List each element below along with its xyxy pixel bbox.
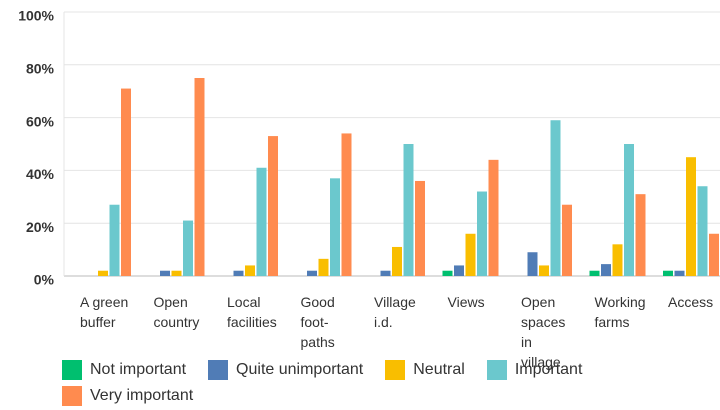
bar xyxy=(477,191,487,276)
x-tick-label: Views xyxy=(447,294,485,310)
bar xyxy=(709,233,719,276)
legend-swatch xyxy=(62,386,82,406)
legend-swatch xyxy=(486,360,507,380)
bar xyxy=(686,157,696,276)
y-tick-label: 40% xyxy=(26,166,55,182)
bar xyxy=(318,258,329,276)
bar xyxy=(562,204,572,276)
legend-label: Very important xyxy=(90,387,194,404)
bar xyxy=(392,246,402,276)
bar xyxy=(465,233,476,276)
bar xyxy=(539,265,549,276)
bar xyxy=(589,270,600,276)
bar xyxy=(194,78,205,276)
x-tick-label: Open spaces in village xyxy=(521,294,566,370)
legend-item: Very important xyxy=(62,386,193,406)
x-tick-label: Good foot-paths xyxy=(300,294,335,350)
bar xyxy=(527,252,538,276)
legend-item: Important xyxy=(486,360,583,380)
x-tick-label: Open country xyxy=(153,294,200,330)
bar xyxy=(442,270,453,276)
legend-label: Important xyxy=(514,361,583,378)
y-tick-label: 20% xyxy=(26,219,55,235)
legend-item: Not important xyxy=(62,360,186,380)
bar xyxy=(380,270,391,276)
x-tick-label: Village i.d. xyxy=(374,294,416,330)
bar xyxy=(403,144,414,276)
legend-swatch xyxy=(208,360,229,380)
bar xyxy=(341,133,352,276)
bar xyxy=(454,265,464,276)
bar xyxy=(268,136,278,276)
bar xyxy=(183,220,193,276)
x-tick-label: Local facilities xyxy=(227,294,277,330)
bar xyxy=(98,270,108,276)
y-tick-label: 0% xyxy=(34,272,55,288)
bar xyxy=(415,180,425,276)
legend-label: Not important xyxy=(90,361,187,378)
legend-item: Neutral xyxy=(385,360,465,380)
bar xyxy=(601,264,611,276)
legend-item: Quite unimportant xyxy=(208,360,363,380)
bar xyxy=(109,204,120,276)
y-tick-label: 60% xyxy=(26,113,55,129)
legend-label: Neutral xyxy=(413,361,465,378)
bar xyxy=(663,270,673,276)
y-tick-label: 80% xyxy=(26,61,55,77)
bar xyxy=(635,194,646,276)
legend-swatch xyxy=(385,360,406,380)
bar xyxy=(612,244,623,276)
legend: Not important Quite unimportant Neutral Imp… xyxy=(62,360,702,406)
bar xyxy=(330,178,340,276)
bar xyxy=(488,159,499,276)
bar xyxy=(121,88,131,276)
x-tick-label: A green buffer xyxy=(80,294,129,330)
bar xyxy=(550,120,561,277)
y-tick-label: 100% xyxy=(18,8,54,24)
bar xyxy=(160,270,170,276)
bar xyxy=(697,186,708,276)
legend-swatch xyxy=(62,360,82,380)
x-tick-label: Working farms xyxy=(594,294,646,330)
bar xyxy=(307,270,317,276)
bar xyxy=(233,270,244,276)
x-tick-label: Access xyxy=(668,294,714,310)
bar xyxy=(624,144,634,276)
bar xyxy=(674,270,685,276)
bar xyxy=(245,265,255,276)
bar xyxy=(256,167,267,276)
bar xyxy=(171,270,182,276)
legend-label: Quite unimportant xyxy=(236,361,364,378)
